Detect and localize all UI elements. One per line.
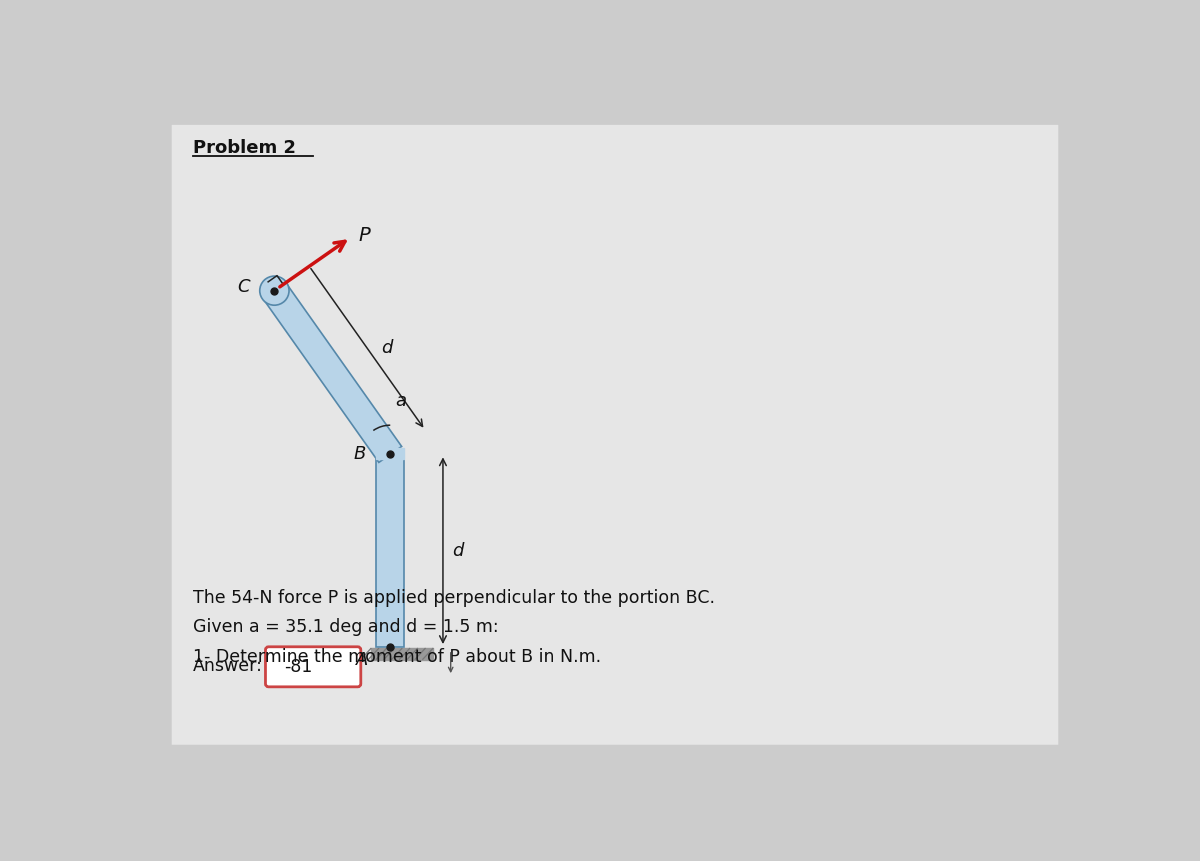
Text: C: C <box>236 278 250 296</box>
Text: 1- Determine the moment of P about B in N.m.: 1- Determine the moment of P about B in … <box>193 647 601 666</box>
Text: d: d <box>452 542 463 560</box>
Text: A: A <box>356 651 368 669</box>
Polygon shape <box>263 282 402 462</box>
Polygon shape <box>377 448 404 459</box>
Text: Given a = 35.1 deg and d = 1.5 m:: Given a = 35.1 deg and d = 1.5 m: <box>193 618 498 636</box>
Bar <box>377 455 404 647</box>
FancyBboxPatch shape <box>172 125 1058 745</box>
Circle shape <box>259 276 289 305</box>
FancyBboxPatch shape <box>265 647 361 687</box>
Text: a: a <box>396 393 407 411</box>
Text: B: B <box>353 445 366 463</box>
Text: Problem 2: Problem 2 <box>193 139 295 157</box>
Text: The 54-N force P is applied perpendicular to the portion BC.: The 54-N force P is applied perpendicula… <box>193 589 715 607</box>
Text: Answer:: Answer: <box>193 657 263 675</box>
Text: P: P <box>359 226 370 245</box>
Text: -81: -81 <box>284 658 312 676</box>
Text: d: d <box>382 339 392 357</box>
